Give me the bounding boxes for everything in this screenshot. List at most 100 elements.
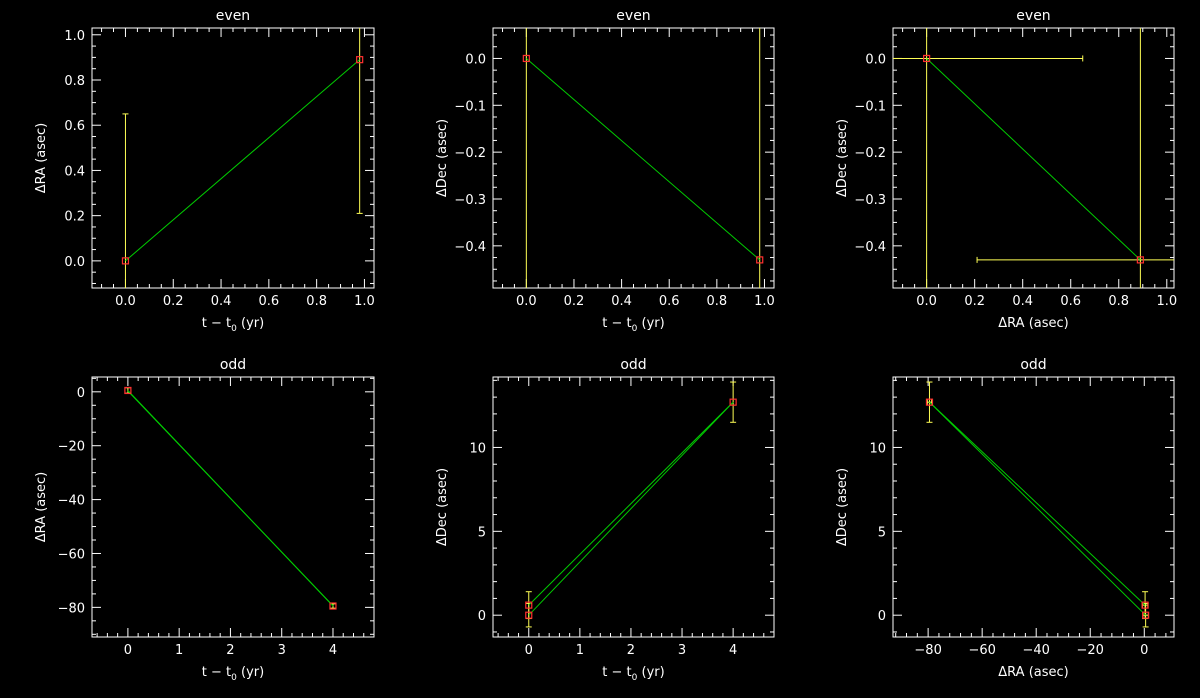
fit-line: [127, 390, 334, 607]
y-tick-label: −0.3: [854, 193, 886, 208]
y-axis-label: ΔDec (asec): [435, 468, 450, 546]
y-tick-label: 0.2: [64, 210, 85, 225]
data-point: [329, 602, 337, 610]
x-tick-label: 0: [124, 643, 132, 658]
y-tick-label: 10: [869, 441, 886, 456]
plot-area: [925, 381, 1150, 628]
y-axis-label: ΔDec (asec): [835, 119, 850, 197]
plot-area: [525, 381, 737, 628]
y-tick-label: −0.2: [454, 146, 486, 161]
x-tick-label: 0.8: [306, 294, 327, 309]
x-tick-label: 4: [329, 643, 337, 658]
x-tick-label: 1: [175, 643, 183, 658]
plot-frame: [892, 27, 1175, 289]
data-point: [121, 257, 130, 265]
x-axis-label: t − t0 (yr): [602, 665, 664, 683]
y-tick-label: 5: [878, 525, 886, 540]
plot-frame: [91, 376, 375, 638]
plot-frame: [492, 376, 775, 638]
data-point: [756, 256, 764, 264]
y-tick-label: 0.6: [64, 119, 85, 134]
panel-title: odd: [1020, 357, 1046, 373]
fit-line: [125, 59, 360, 262]
y-tick-label: −0.2: [854, 146, 886, 161]
data-point: [525, 611, 533, 619]
data-point: [923, 54, 931, 63]
x-tick-label: 0.6: [659, 294, 680, 309]
x-tick-label: 0.4: [1012, 294, 1033, 309]
x-tick-label: 1: [576, 643, 584, 658]
x-tick-label: 0.0: [516, 294, 537, 309]
y-axis-label: ΔRA (asec): [34, 123, 49, 193]
plot-area: [522, 28, 764, 288]
x-tick-label: 0: [1140, 643, 1148, 658]
plot-frame: [892, 376, 1175, 638]
x-tick-label: −60: [968, 643, 995, 658]
panel-1: even 0.0 0.2 0.4 0.6 0.8 1.0 0.0 0.2 0.4 0.6 0.8 1.0…: [34, 8, 375, 334]
panel-title: even: [1016, 8, 1050, 24]
plot-area: [124, 386, 337, 610]
panel-title: even: [616, 8, 650, 24]
x-axis-label: t − t0 (yr): [202, 316, 264, 334]
x-tick-label: 0.4: [211, 294, 232, 309]
y-tick-label: −0.1: [454, 99, 486, 114]
panel-5: odd 0 1 2 3 4 0 5 10 t − t0 (yr) ΔDec (asec): [435, 357, 775, 683]
y-tick-label: 5: [478, 525, 486, 540]
data-point: [1142, 611, 1150, 619]
y-tick-label: 0.4: [64, 164, 85, 179]
y-tick-label: 0: [478, 609, 486, 624]
x-tick-label: 4: [729, 643, 737, 658]
panel-title: odd: [620, 357, 646, 373]
y-axis-label: ΔDec (asec): [435, 119, 450, 197]
data-point: [925, 398, 934, 406]
x-tick-label: −20: [1077, 643, 1104, 658]
y-tick-label: 0: [77, 386, 85, 401]
panel-3: even 0.0 0.2 0.4 0.6 0.8 1.0 0.0 −0.1 −0.2 −0.3 −0.…: [835, 8, 1177, 331]
data-point: [522, 54, 530, 63]
data-point: [124, 386, 132, 395]
y-tick-label: −80: [58, 601, 85, 616]
x-tick-label: −80: [914, 643, 941, 658]
y-tick-label: −40: [58, 494, 85, 509]
x-tick-label: −40: [1022, 643, 1049, 658]
x-tick-label: 0.0: [916, 294, 937, 309]
x-axis-label: ΔRA (asec): [998, 665, 1068, 680]
x-tick-label: 0.4: [611, 294, 632, 309]
x-tick-label: 0.2: [163, 294, 184, 309]
y-tick-label: −60: [58, 547, 85, 562]
x-tick-label: 0.8: [1108, 294, 1129, 309]
x-tick-label: 3: [678, 643, 686, 658]
y-tick-label: 0.0: [64, 255, 85, 270]
panel-6: odd −80 −60 −40 −20 0 0 5 10 ΔRA (asec) ΔDec (asec…: [835, 357, 1175, 680]
x-tick-label: 2: [226, 643, 234, 658]
data-point: [525, 601, 533, 609]
y-tick-label: 0.0: [865, 52, 886, 67]
data-point: [1141, 601, 1149, 609]
panel-4: odd 0 1 2 3 4 0 −20 −40 −60 −80 t − t0 (yr) ΔRA (ase…: [34, 357, 375, 683]
x-axis-label: t − t0 (yr): [202, 665, 264, 683]
fit-line: [528, 401, 734, 616]
y-tick-label: 0.0: [465, 52, 486, 67]
x-tick-label: 0.8: [707, 294, 728, 309]
y-tick-label: −0.3: [454, 193, 486, 208]
x-tick-label: 0.6: [259, 294, 280, 309]
x-tick-label: 2: [627, 643, 635, 658]
data-point: [729, 398, 737, 406]
x-tick-label: 0.2: [964, 294, 985, 309]
y-axis-label: ΔDec (asec): [835, 468, 850, 546]
y-tick-label: −20: [58, 440, 85, 455]
panel-title: odd: [220, 357, 246, 373]
fit-line: [929, 401, 1146, 616]
fit-line: [926, 58, 1141, 261]
y-axis-label: ΔRA (asec): [34, 472, 49, 542]
fit-line: [929, 401, 1146, 606]
plot-area: [893, 28, 1174, 288]
x-tick-label: 3: [278, 643, 286, 658]
x-tick-label: 0.0: [115, 294, 136, 309]
y-tick-label: −0.4: [454, 240, 486, 255]
x-tick-label: 1.0: [754, 294, 775, 309]
x-axis-label: t − t0 (yr): [602, 316, 664, 334]
panel-2: even 0.0 0.2 0.4 0.6 0.8 1.0 0.0 −0.1 −0.2 −0.3 −0.…: [435, 8, 775, 334]
